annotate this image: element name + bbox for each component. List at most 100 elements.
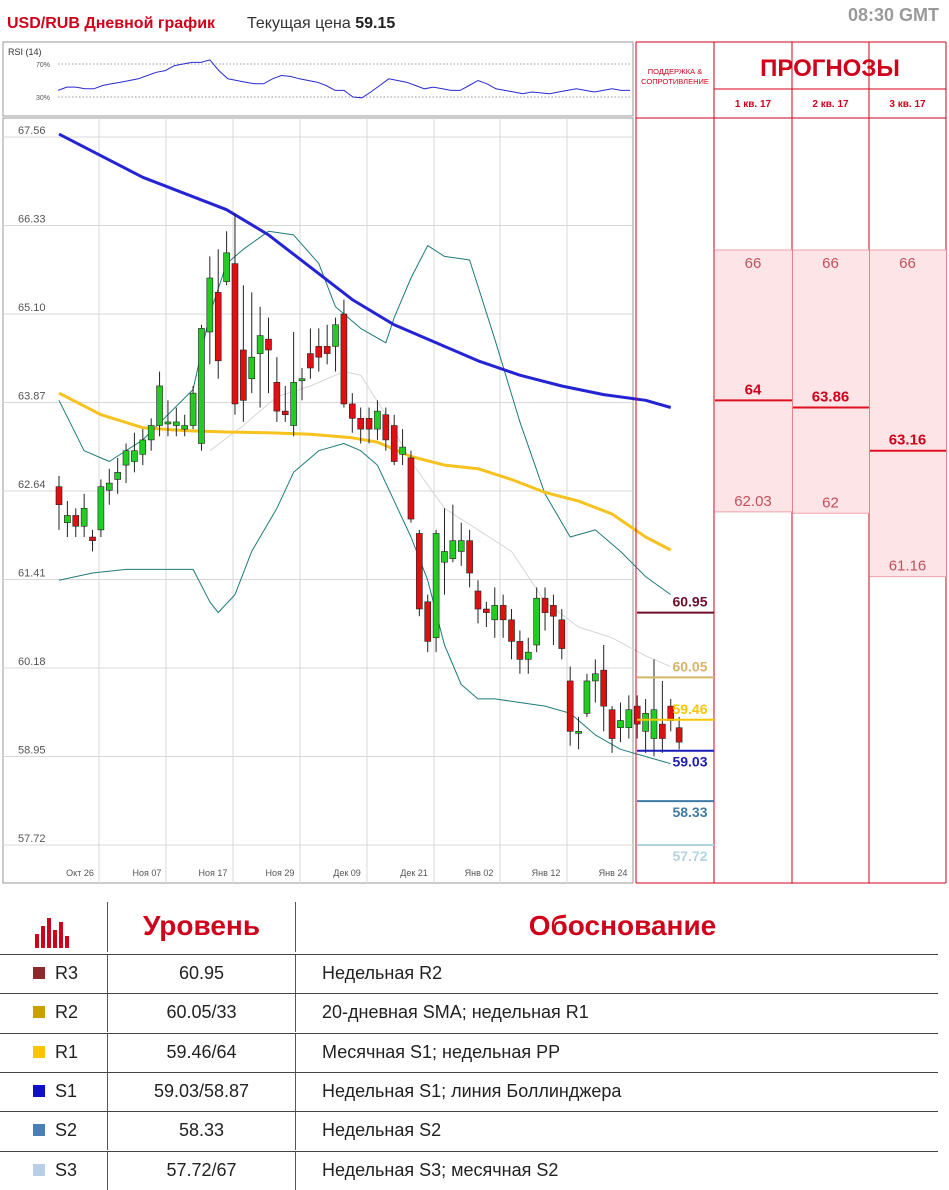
level-label: 60.95 [672,594,707,610]
candle-up [650,709,658,739]
bollinger-lower-line [58,443,671,765]
candle-up [114,471,121,480]
candle-up [139,439,147,455]
level-value: 57.72/67 [166,1159,237,1180]
forecast-low: 62.03 [734,493,772,510]
table-row: S3 57.72/67 Недельная S3; месячная S2 [0,1150,949,1190]
table-header-reason: Обоснование [528,910,717,941]
row-divider [0,1071,938,1073]
candle-down [365,418,373,430]
candle-down [566,680,574,732]
table-row: S2 58.33 Недельная S2 [0,1111,949,1151]
candle-up [122,450,130,466]
row-divider [0,1032,938,1034]
column-divider [295,1072,296,1111]
sma200-line [58,132,672,409]
level-label: 58.33 [672,804,707,820]
candle-down [323,346,331,354]
candle-up [97,486,105,531]
forecast-low: 62 [822,494,839,511]
candle-down [307,353,314,369]
candle-up [625,709,633,729]
y-tick-label: 63.87 [18,391,46,403]
x-tick-label: Янв 24 [599,868,628,878]
candle-up [617,720,624,729]
bar-chart-icon [35,918,69,948]
current-price-value: 59.15 [355,15,396,32]
column-divider [107,994,108,1033]
column-divider [295,1112,296,1151]
forecast-range [870,250,946,577]
candle-down [675,727,683,743]
candle-up [181,425,188,430]
level-name: R2 [55,1002,79,1023]
candle-down [608,709,616,739]
chart-canvas: 67.56 66.33 65.10 63.87 62.64 61.41 60.18 58.95… [2,41,947,884]
chart-header: USD/RUB Дневной график Текущая цена 59.1… [0,0,949,40]
candle-down [541,597,549,613]
level-name: R3 [55,963,79,983]
y-tick-label: 67.56 [18,125,46,137]
candle-down [72,515,80,527]
column-divider [107,955,108,993]
rsi-panel-frame [2,41,634,117]
candle-down [483,608,490,613]
timestamp: 08:30 GMT [847,5,939,25]
level-name: S2 [55,1120,78,1141]
candle-down [558,619,566,649]
candle-down [390,425,398,462]
candle-up [298,378,306,382]
x-tick-label: Ноя 29 [266,868,295,878]
candle-down [424,601,432,642]
candle-up [441,551,448,563]
level-color-swatch [33,1045,45,1058]
level-name: S1 [55,1080,78,1101]
level-reason: Недельная S3; месячная S2 [322,1159,559,1180]
level-value: 58.33 [178,1120,225,1141]
forecast-high: 66 [899,255,916,272]
forecast-high: 66 [745,255,762,272]
level-color-swatch [33,1084,45,1097]
candle-down [516,641,524,660]
rsi-label: RSI (14) [8,47,42,57]
candle-up [592,673,599,682]
level-color-swatch [33,1163,45,1176]
table-row: R1 59.46/64 Месячная S1; недельная PP [0,1032,949,1072]
level-color-swatch [33,1006,45,1019]
column-divider [295,1151,296,1190]
candle-down [474,590,482,610]
candle-up [105,482,113,491]
candle-up [248,356,256,380]
candle-down [240,349,247,401]
candle-up [147,425,155,441]
candle-down [499,605,507,621]
candle-up [449,540,457,559]
row-divider [0,954,938,955]
level-label: 57.72 [672,848,707,864]
candle-up [131,450,138,462]
candle-up [374,410,381,430]
row-divider [0,1150,938,1152]
rsi-level-label: 70% [36,62,50,69]
column-divider [295,994,296,1033]
candle-up [164,421,172,425]
candle-down [348,403,356,419]
candle-up [332,324,339,347]
levels-header: ПОДДЕРЖКА & [648,67,703,76]
candle-up [457,540,465,552]
level-label: 60.05 [672,658,707,674]
level-value: 60.05/33 [166,1002,237,1023]
column-divider [295,1033,296,1072]
candle-up [399,446,406,455]
candle-up [256,335,264,354]
y-tick-label: 62.64 [18,479,46,491]
candle-down [231,263,239,405]
candle-down [407,457,415,520]
bollinger-upper-line [58,230,671,596]
candle-up [156,385,163,426]
level-value: 59.03/58.87 [153,1080,250,1101]
level-name: S3 [55,1159,78,1180]
candle-down [55,486,63,505]
candle-up [80,507,88,527]
level-reason: Месячная S1; недельная PP [322,1041,561,1062]
